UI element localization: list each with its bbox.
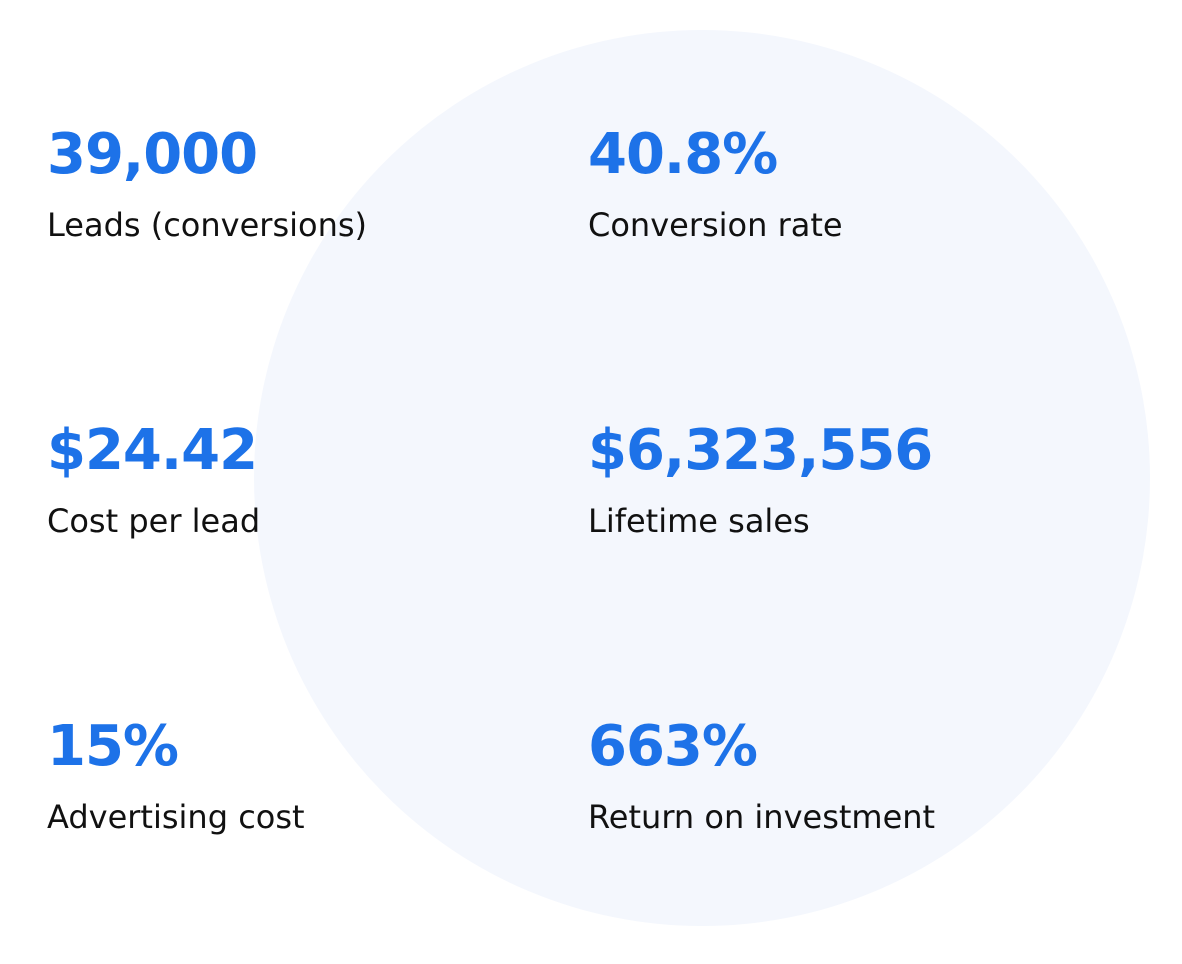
stat-value: 15% (47, 714, 179, 779)
stat-label: Advertising cost (47, 798, 305, 836)
stat-item: $6,323,556 Lifetime sales (588, 418, 933, 541)
stat-item: $24.42 Cost per lead (47, 421, 260, 541)
background-circle (254, 30, 1150, 926)
stat-item: 40.8% Conversion rate (588, 125, 843, 245)
stat-label: Lifetime sales (588, 502, 810, 540)
stat-value: $6,323,556 (588, 418, 933, 483)
stat-item: 39,000 Leads (conversions) (47, 125, 367, 245)
stat-item: 663% Return on investment (588, 717, 935, 837)
stat-value: 40.8% (588, 122, 778, 187)
stat-label: Leads (conversions) (47, 206, 368, 244)
stat-value: 663% (588, 714, 758, 779)
stat-label: Conversion rate (588, 206, 843, 244)
stat-label: Return on investment (588, 798, 936, 836)
stat-value: 39,000 (47, 122, 258, 187)
stat-item: 15% Advertising cost (47, 717, 305, 837)
stat-label: Cost per lead (47, 502, 261, 540)
stat-value: $24.42 (47, 418, 258, 483)
